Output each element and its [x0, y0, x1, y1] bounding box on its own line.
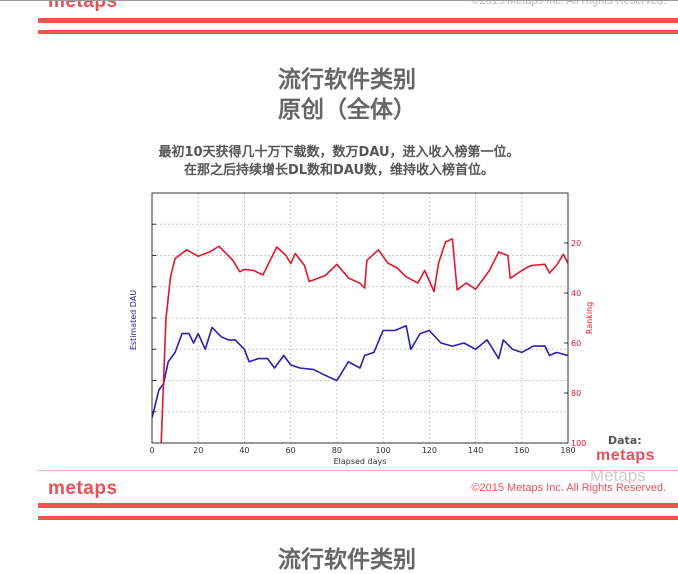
footer-stripe-2 — [38, 516, 678, 520]
top-border — [0, 0, 678, 1]
top-copyright: ©2015 Metaps Inc. All Rights Reserved. — [471, 0, 666, 7]
data-source-logo: metaps — [596, 447, 656, 464]
x-axis-label: Elapsed days — [334, 457, 387, 466]
x-tick-label: 180 — [560, 446, 575, 455]
top-stripe-2 — [38, 30, 678, 34]
dau-series-line — [151, 324, 569, 419]
right-tick-label: 20 — [571, 239, 581, 248]
top-logo: metaps — [48, 0, 118, 12]
x-tick-label: 80 — [332, 446, 342, 455]
right-tick-label: 60 — [571, 339, 581, 348]
x-tick-label: 100 — [375, 446, 390, 455]
dau-ranking-chart: 0 20 40 60 80 100 120 140 160 180 20 40 60 80 100 Elap… — [129, 192, 594, 466]
description-line-1: 最初10天获得几十万下载数，数万DAU，进入收入榜第一位。 — [158, 145, 520, 160]
x-tick-label: 140 — [468, 446, 483, 455]
x-tick-label: 160 — [514, 446, 529, 455]
data-source-label: Data: — [608, 434, 642, 447]
x-tick-label: 60 — [286, 446, 296, 455]
x-tick-label: 0 — [149, 446, 154, 455]
footer-stripe-1 — [38, 503, 678, 508]
right-tick-label: 100 — [571, 439, 586, 448]
ranking-series-line — [160, 238, 569, 444]
x-tick-label: 20 — [193, 446, 203, 455]
top-stripe-1 — [38, 18, 678, 23]
right-axis-label: Ranking — [585, 302, 594, 334]
slide-title: 流行软件类别 — [278, 67, 416, 93]
right-tick-label: 80 — [571, 389, 581, 398]
right-tick-label: 40 — [571, 289, 581, 298]
x-tick-label: 40 — [239, 446, 249, 455]
x-tick-label: 120 — [422, 446, 437, 455]
slide-subtitle: 原创（全体） — [278, 97, 416, 123]
footer-divider — [38, 470, 678, 471]
left-axis-label: Estimated DAU — [129, 290, 138, 350]
footer-logo: metaps — [48, 478, 118, 499]
description-line-2: 在那之后持续增长DL数和DAU数，维持收入榜首位。 — [183, 163, 495, 178]
next-slide-title: 流行软件类别 — [278, 547, 416, 573]
footer-copyright: ©2015 Metaps Inc. All Rights Reserved. — [471, 482, 666, 494]
